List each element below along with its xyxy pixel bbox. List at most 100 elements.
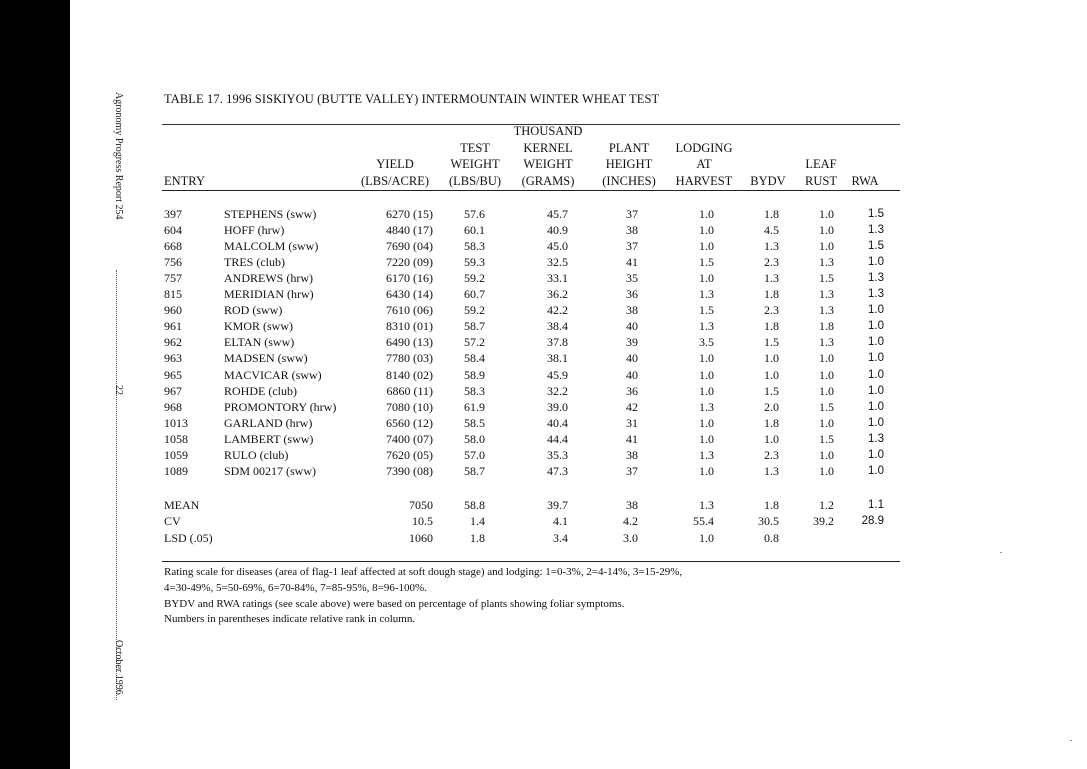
- cell-entry: 1089: [164, 463, 188, 478]
- cell-name: KMOR (sww): [224, 319, 293, 334]
- cell-height: 38: [626, 447, 638, 462]
- cell-height: 36: [626, 287, 638, 302]
- stat-rust: 1.2: [819, 498, 834, 512]
- cell-rwa: 1.0: [868, 320, 884, 333]
- cell-rust: 1.0: [819, 351, 834, 366]
- cell-height: 37: [626, 239, 638, 254]
- cell-rwa: 1.5: [868, 208, 884, 220]
- cell-entry: 967: [164, 383, 182, 398]
- cell-tkw: 36.2: [547, 287, 568, 302]
- cell-testwt: 58.3: [464, 239, 485, 254]
- header-tkw: WEIGHT: [523, 157, 573, 171]
- cell-testwt: 57.2: [464, 335, 485, 350]
- header-testwt: WEIGHT: [450, 157, 500, 171]
- stat-testwt: 1.4: [470, 514, 485, 529]
- header-bydv: BYDV: [750, 173, 786, 188]
- cell-height: 38: [626, 223, 638, 238]
- cell-name: RULO (club): [224, 447, 289, 462]
- cell-tkw: 39.0: [547, 399, 568, 414]
- cell-entry: 962: [164, 335, 182, 350]
- cell-yield: 7620 (05): [386, 447, 433, 462]
- side-report-label: Agronomy Progress Report 254: [113, 92, 124, 220]
- cell-bydv: 2.3: [764, 303, 779, 318]
- cell-rust: 1.3: [819, 335, 834, 350]
- cell-yield: 4840 (17): [386, 223, 433, 238]
- cell-height: 31: [626, 415, 638, 430]
- cell-testwt: 58.3: [464, 383, 485, 398]
- cell-bydv: 1.0: [764, 367, 779, 382]
- cell-bydv: 2.3: [764, 447, 779, 462]
- cell-lodging: 1.3: [699, 287, 714, 302]
- header-rust: RUST: [805, 173, 837, 188]
- cell-testwt: 58.9: [464, 367, 485, 382]
- stat-rust: 39.2: [813, 514, 834, 529]
- stat-bydv: 1.8: [764, 498, 779, 512]
- stat-yield: 7050: [409, 498, 433, 512]
- note-rank: Numbers in parentheses indicate relative…: [164, 613, 416, 625]
- header-height: (INCHES): [602, 173, 656, 188]
- cell-bydv: 1.8: [764, 415, 779, 430]
- cell-rust: 1.3: [819, 303, 834, 318]
- cell-testwt: 58.7: [464, 319, 485, 334]
- cell-tkw: 33.1: [547, 271, 568, 286]
- note-rating-scale: Rating scale for diseases (area of flag-…: [164, 566, 683, 578]
- header-rwa: RWA: [851, 173, 879, 188]
- cell-entry: 968: [164, 399, 182, 414]
- cell-yield: 8310 (01): [386, 319, 433, 334]
- stat-testwt: 58.8: [464, 498, 485, 512]
- cell-lodging: 1.0: [699, 271, 714, 286]
- stat-yield: 1060: [409, 530, 433, 545]
- cell-testwt: 57.0: [464, 447, 485, 462]
- scan-black-margin: [0, 0, 70, 769]
- cell-bydv: 2.0: [764, 399, 779, 414]
- cell-testwt: 60.1: [464, 223, 485, 238]
- cell-rwa: 1.0: [868, 448, 884, 461]
- cell-testwt: 58.4: [464, 351, 485, 366]
- cell-name: PROMONTORY (hrw): [224, 399, 337, 414]
- cell-yield: 6270 (15): [386, 207, 433, 221]
- cell-yield: 7690 (04): [386, 239, 433, 254]
- cell-tkw: 47.3: [547, 463, 568, 478]
- cell-tkw: 42.2: [547, 303, 568, 318]
- stat-label: CV: [164, 514, 181, 529]
- stat-bydv: 30.5: [758, 514, 779, 529]
- stat-lodging: 55.4: [693, 514, 714, 529]
- cell-rwa: 1.3: [868, 288, 884, 301]
- cell-height: 39: [626, 335, 638, 350]
- cell-tkw: 38.1: [547, 351, 568, 366]
- cell-rust: 1.3: [819, 287, 834, 302]
- header-rust: LEAF: [805, 157, 837, 171]
- cell-bydv: 1.5: [764, 383, 779, 398]
- cell-lodging: 1.0: [699, 239, 714, 254]
- stat-tkw: 39.7: [547, 498, 568, 512]
- cell-rwa: 1.3: [868, 224, 884, 237]
- cell-lodging: 1.3: [699, 447, 714, 462]
- stat-yield: 10.5: [412, 514, 433, 529]
- header-lodging: LODGING: [675, 140, 733, 155]
- table-title: TABLE 17. 1996 SISKIYOU (BUTTE VALLEY) I…: [164, 92, 660, 106]
- cell-tkw: 45.7: [547, 207, 568, 221]
- header-height: HEIGHT: [605, 157, 653, 171]
- cell-lodging: 1.0: [699, 383, 714, 398]
- cell-tkw: 44.4: [547, 431, 568, 446]
- cell-rust: 1.8: [819, 319, 834, 334]
- cell-tkw: 37.8: [547, 335, 568, 350]
- cell-rust: 1.0: [819, 223, 834, 238]
- cell-lodging: 1.3: [699, 399, 714, 414]
- cell-height: 35: [626, 271, 638, 286]
- cell-rust: 1.0: [819, 207, 834, 221]
- cell-tkw: 38.4: [547, 319, 568, 334]
- cell-height: 37: [626, 463, 638, 478]
- cell-yield: 6430 (14): [386, 287, 433, 302]
- cell-height: 41: [626, 255, 638, 270]
- cell-entry: 1059: [164, 447, 188, 462]
- side-page-number: 22: [113, 385, 124, 395]
- cell-rust: 1.0: [819, 383, 834, 398]
- cell-name: ANDREWS (hrw): [224, 271, 313, 286]
- header-lodging: HARVEST: [675, 173, 733, 188]
- cell-entry: 960: [164, 303, 182, 318]
- header-testwt: TEST: [460, 140, 490, 155]
- cell-name: ROD (sww): [224, 303, 283, 318]
- cell-entry: 963: [164, 351, 182, 366]
- cell-yield: 6560 (12): [386, 415, 433, 430]
